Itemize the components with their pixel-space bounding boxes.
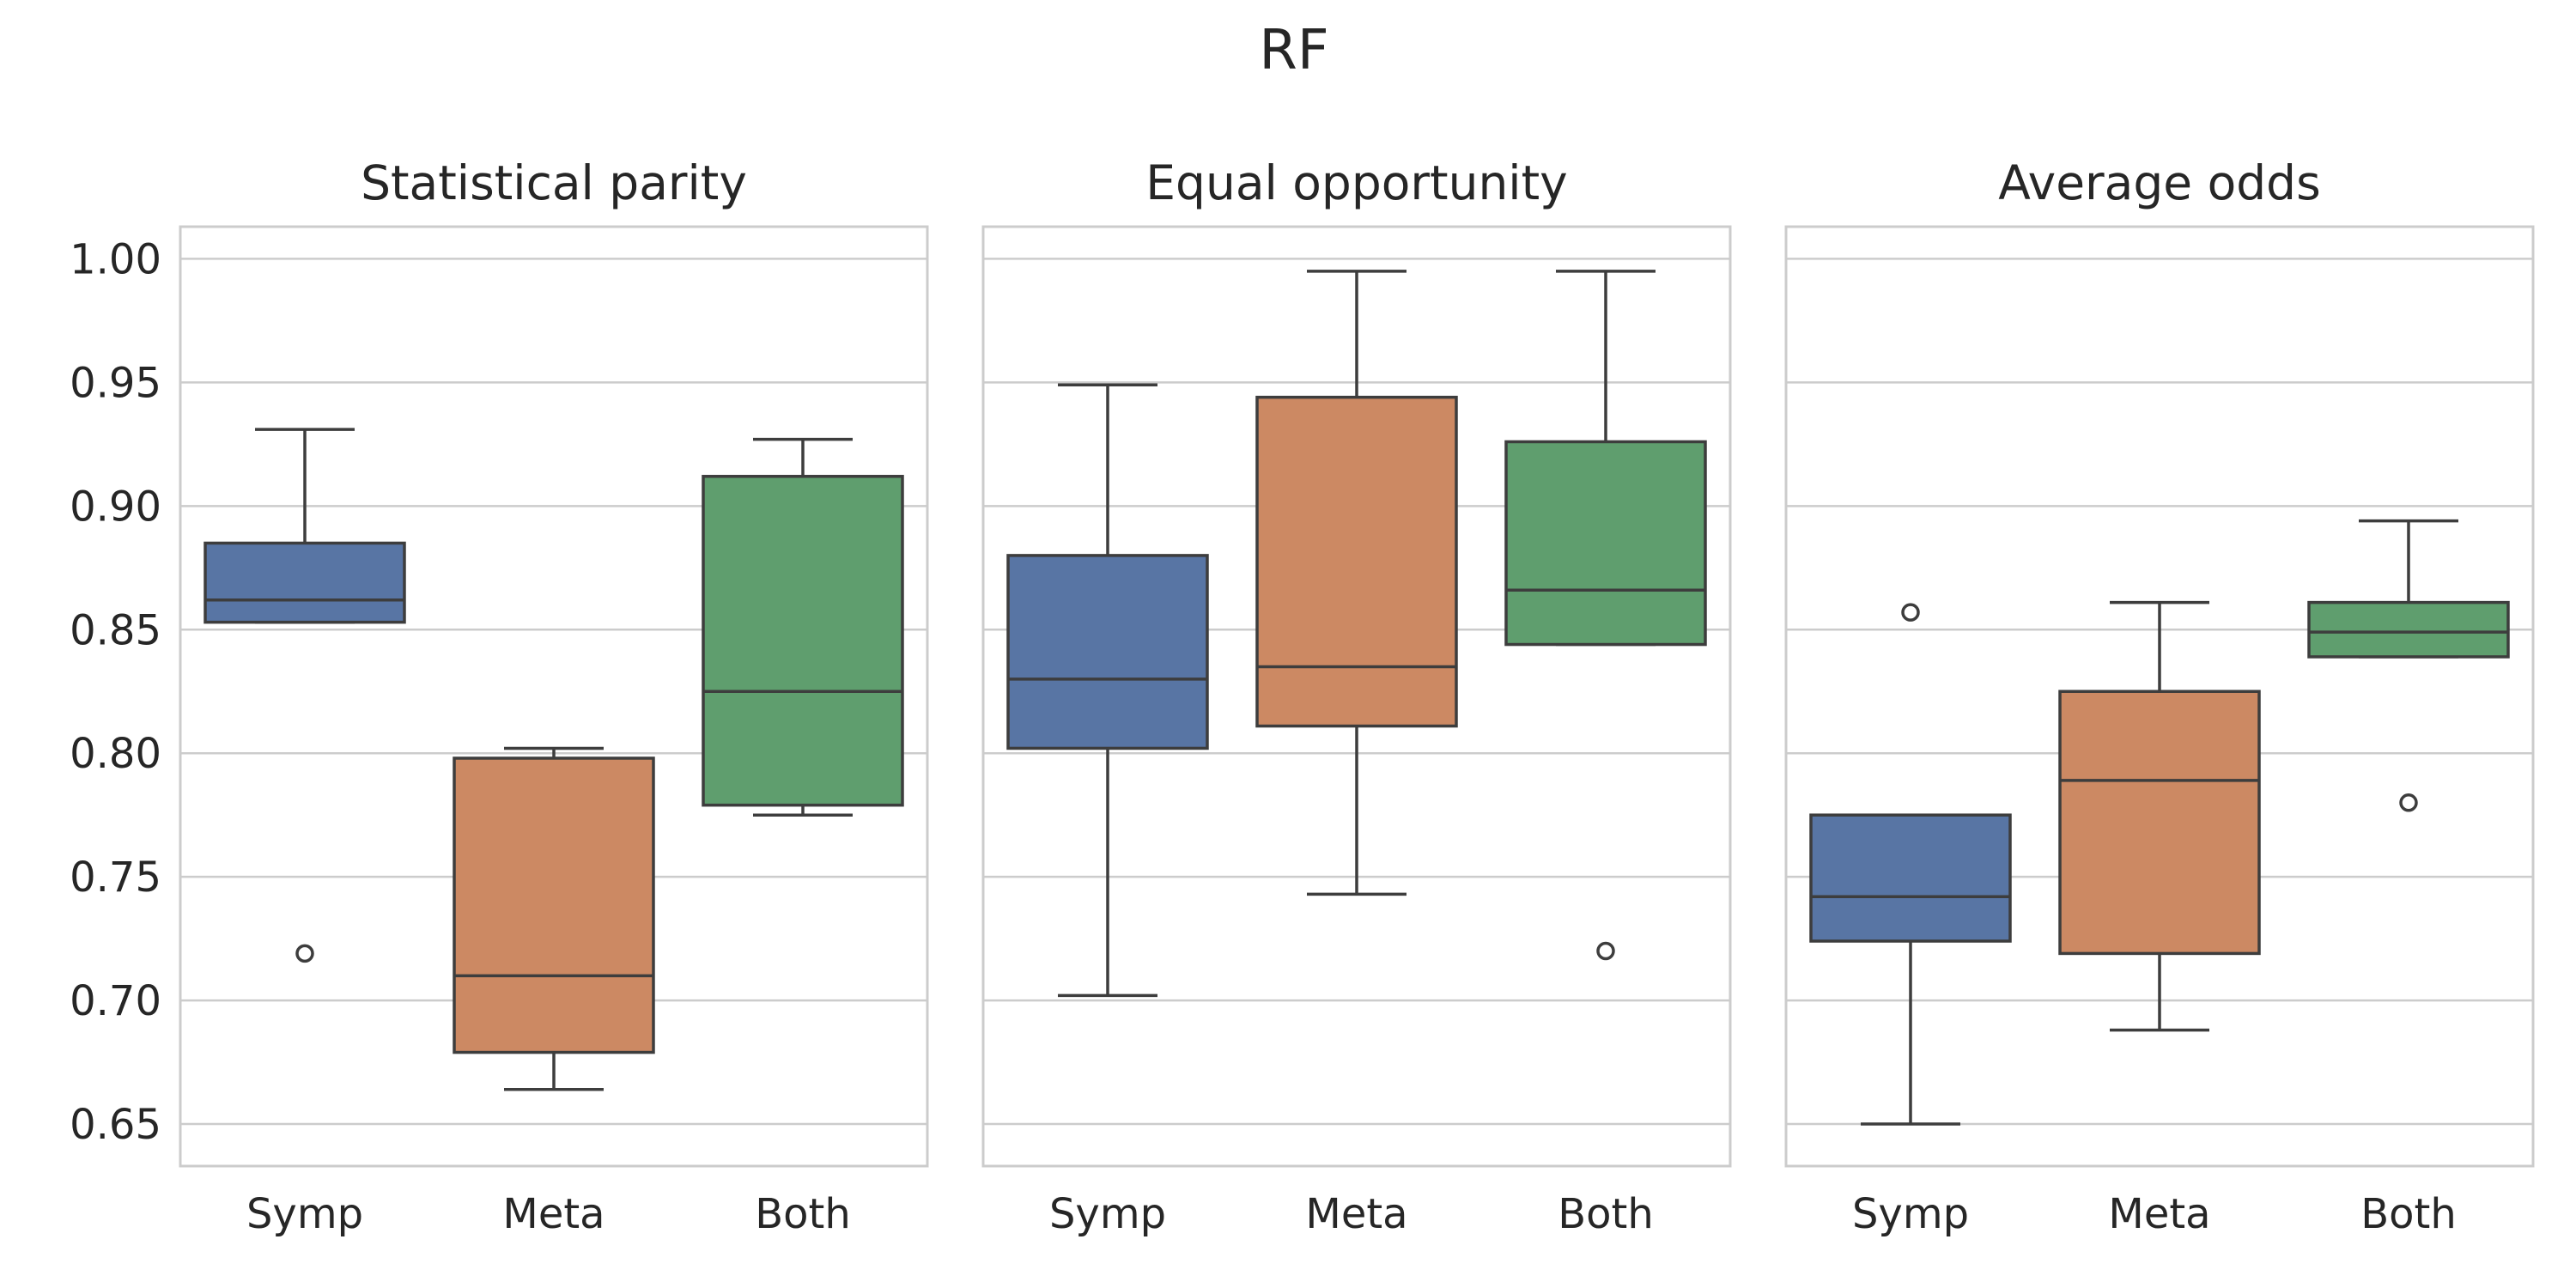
panel-frame [981,225,1732,1168]
y-tick-label: 1.00 [70,235,161,283]
x-tick-label: Symp [246,1190,363,1238]
iqr-box [1504,440,1707,647]
box-meta [1255,270,1458,896]
y-tick-label: 0.80 [70,730,161,778]
x-tick-label: Both [1558,1190,1654,1238]
y-tick-label: 0.90 [70,483,161,531]
box-symp [1006,383,1209,998]
panel: Equal opportunity Symp Meta Both [981,155,1732,1238]
y-tick-label: 0.85 [70,606,161,654]
x-tick-label: Both [2360,1190,2457,1238]
box-both [1504,270,1707,961]
box-meta [2058,600,2261,1032]
x-tick-label: Both [755,1190,851,1238]
x-tick-label: Meta [2108,1190,2210,1238]
x-tick-label: Symp [1049,1190,1166,1238]
x-tick-label: Meta [1305,1190,1407,1238]
box-symp [204,428,406,963]
x-tick-label: Meta [502,1190,605,1238]
iqr-box [2307,600,2510,659]
panel-title: Equal opportunity [1145,155,1567,210]
panel-frame [179,225,929,1168]
panel-frame [1784,225,2535,1168]
panel-title: Statistical parity [361,155,747,210]
iqr-box [1809,813,2012,943]
box-meta [453,746,655,1091]
panel: Statistical parity Symp Meta Both [179,155,929,1238]
iqr-box [453,756,655,1054]
x-tick-label: Symp [1852,1190,1969,1238]
y-axis: 0.65 0.70 0.75 0.80 0.85 0.90 0.95 1.00 [70,235,161,1149]
iqr-box [1006,554,1209,750]
y-tick-label: 0.75 [70,854,161,902]
panel-title: Average odds [1998,155,2320,210]
figure-title: RF [1259,19,1328,82]
iqr-box [2058,690,2261,956]
box-symp [1809,603,2012,1126]
box-both [2307,519,2510,812]
y-tick-label: 0.70 [70,977,161,1025]
panel: Average odds Symp Meta Both [1784,155,2535,1238]
iqr-box [1255,395,1458,728]
y-tick-label: 0.65 [70,1101,161,1149]
outlier-point [1901,603,1920,622]
outlier-point [295,944,314,963]
y-tick-label: 0.95 [70,359,161,407]
box-both [702,437,904,817]
iqr-box [204,541,406,624]
outlier-point [1596,941,1615,961]
iqr-box [702,475,904,807]
outlier-point [2399,793,2418,812]
